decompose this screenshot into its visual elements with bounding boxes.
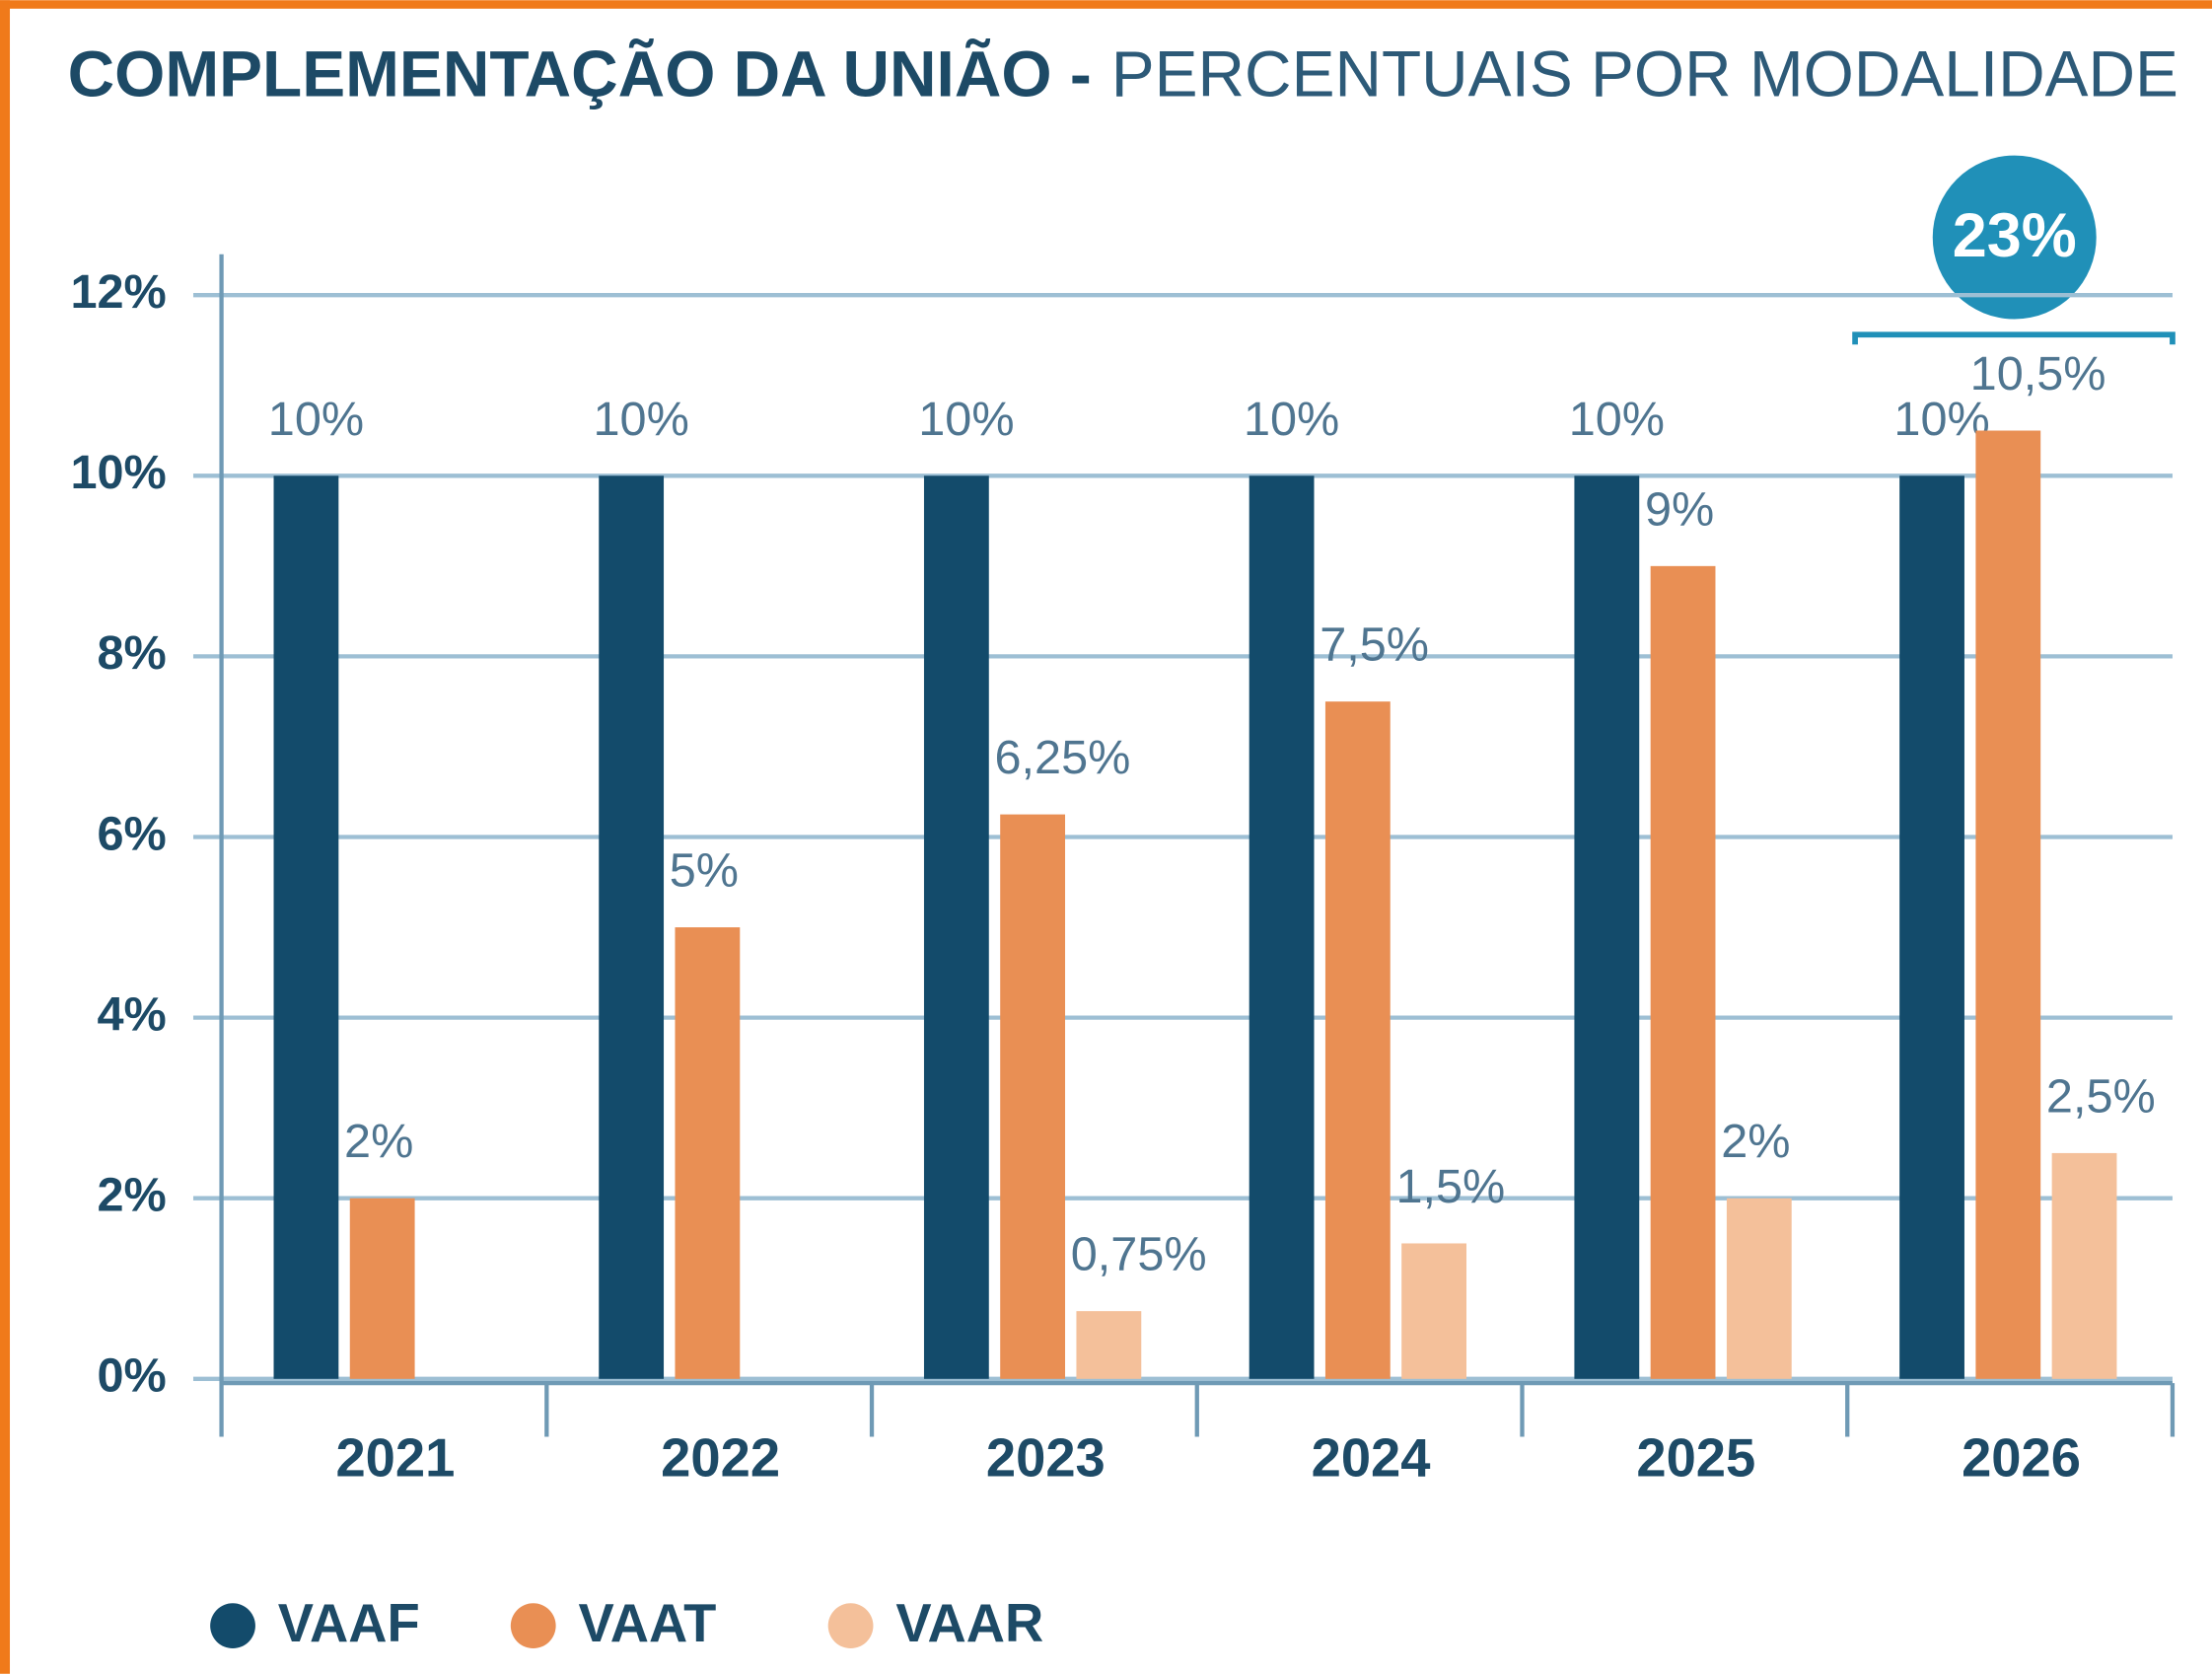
y-tick-label: 2% [98, 1169, 167, 1222]
bar [1401, 1243, 1466, 1379]
y-tick-label: 12% [70, 265, 166, 319]
value-label: 6,25% [994, 731, 1130, 784]
bar [599, 475, 665, 1379]
bar [1076, 1311, 1142, 1379]
value-label: 10% [918, 393, 1014, 446]
value-label: 10,5% [1970, 347, 2106, 400]
value-label: 10% [594, 393, 689, 446]
value-label: 10% [1569, 393, 1665, 446]
y-tick-label: 6% [98, 807, 167, 860]
y-tick-label: 4% [98, 987, 167, 1041]
y-tick-label: 0% [98, 1349, 167, 1403]
bar [1726, 1198, 1792, 1379]
bar [923, 475, 989, 1379]
bar [349, 1198, 415, 1379]
bar [1975, 430, 2041, 1379]
x-tick-label: 2024 [1312, 1428, 1431, 1489]
x-tick-label: 2021 [335, 1428, 455, 1489]
legend-swatch [210, 1603, 255, 1649]
legend-label: VAAT [578, 1593, 716, 1653]
value-label: 0,75% [1071, 1228, 1207, 1281]
bar [1324, 701, 1391, 1379]
x-tick-label: 2026 [1962, 1428, 2081, 1489]
x-tick-label: 2023 [986, 1428, 1106, 1489]
value-label: 9% [1645, 482, 1714, 536]
value-label: 1,5% [1395, 1160, 1505, 1213]
value-label: 5% [670, 844, 739, 898]
bar [1000, 814, 1066, 1379]
value-label: 10% [1244, 393, 1339, 446]
value-label: 10% [268, 393, 364, 446]
annotation-badge [1932, 155, 2097, 320]
bar [2051, 1152, 2117, 1379]
frame-left [0, 0, 11, 1674]
x-tick-label: 2025 [1636, 1428, 1755, 1489]
value-label: 2,5% [2046, 1069, 2156, 1123]
annotation-bracket [1852, 331, 2176, 345]
value-label: 7,5% [1320, 619, 1429, 672]
legend-label: VAAR [895, 1593, 1043, 1653]
legend-swatch [827, 1603, 874, 1649]
legend-swatch [510, 1603, 556, 1649]
bar [1249, 475, 1315, 1379]
y-tick-label: 10% [70, 446, 166, 499]
bar [675, 927, 741, 1379]
bar [1650, 565, 1716, 1379]
value-label: 10% [1893, 393, 1989, 446]
annotation: 23% [1953, 201, 2077, 270]
bar [273, 475, 339, 1379]
bar [1899, 475, 1964, 1379]
y-tick-label: 8% [98, 626, 167, 680]
value-label: 2% [1721, 1115, 1790, 1168]
x-tick-label: 2022 [661, 1428, 780, 1489]
legend-label: VAAF [278, 1593, 420, 1653]
bar [1574, 475, 1640, 1379]
value-label: 2% [344, 1115, 413, 1168]
chart-title: COMPLEMENTAÇÃO DA UNIÃO - [68, 37, 1092, 110]
chart-subtitle: PERCENTUAIS POR MODALIDADE [1111, 37, 2178, 110]
frame-top [0, 0, 2212, 9]
